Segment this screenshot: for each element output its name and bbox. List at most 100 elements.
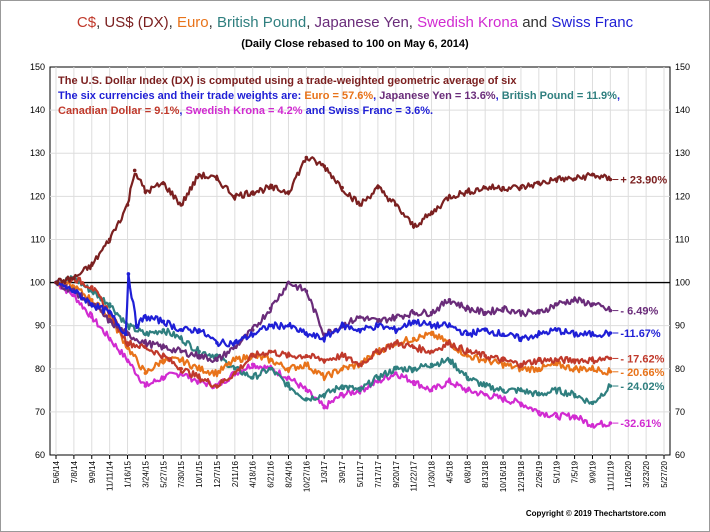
data-point — [393, 203, 398, 207]
data-point — [143, 315, 148, 319]
x-tick-label: 6/8/18 — [463, 460, 472, 483]
annotation-line: The six currencies and their trade weigh… — [58, 90, 620, 102]
data-point — [519, 185, 523, 190]
data-point — [429, 349, 434, 354]
data-point — [340, 354, 344, 358]
annotation-run: Japanese Yen = 13.6% — [379, 90, 496, 102]
y-tick-label-left: 60 — [35, 450, 45, 460]
data-point — [89, 315, 94, 319]
x-tick-label: 1/16/20 — [624, 460, 633, 487]
annotation-run: , — [617, 90, 620, 102]
data-point — [233, 341, 237, 345]
data-point — [143, 332, 148, 337]
data-point — [572, 392, 577, 397]
annotation-run: , — [179, 105, 185, 117]
data-point — [393, 341, 398, 345]
data-point — [286, 366, 291, 371]
y-tick-label-left: 70 — [35, 407, 45, 417]
data-point — [304, 289, 309, 293]
data-point — [376, 379, 380, 384]
y-tick-label-right: 150 — [675, 62, 690, 72]
data-point — [608, 369, 613, 374]
data-point — [215, 341, 219, 345]
x-tick-label: 7/30/15 — [177, 460, 186, 487]
data-point — [429, 362, 434, 367]
data-point — [161, 354, 166, 358]
x-tick-label: 10/27/16 — [302, 460, 311, 492]
data-point — [393, 371, 398, 375]
data-point — [89, 263, 94, 268]
data-point — [89, 285, 94, 289]
series-line — [55, 275, 611, 389]
x-tick-label: 6/21/16 — [267, 460, 276, 487]
data-point — [125, 358, 130, 362]
series-line — [55, 272, 612, 348]
data-point — [537, 358, 541, 362]
y-tick-label-left: 120 — [30, 191, 45, 201]
data-point — [268, 323, 273, 328]
data-point — [590, 358, 595, 362]
x-tick-label: 8/24/16 — [284, 460, 293, 487]
annotation-run: The U.S. Dollar Index (DX) is computed u… — [58, 75, 517, 87]
data-point — [483, 310, 487, 315]
data-point — [286, 384, 291, 388]
final-label-us-dx: + 23.90% — [620, 175, 667, 187]
data-point — [123, 332, 128, 337]
data-point — [465, 349, 470, 354]
data-point — [322, 392, 327, 397]
data-point — [322, 405, 327, 410]
data-point — [215, 177, 219, 181]
data-point — [554, 328, 559, 332]
data-point — [233, 366, 237, 371]
annotation-run: Swiss Franc = 3.6%. — [328, 105, 433, 117]
x-tick-label: 8/13/18 — [481, 460, 490, 487]
data-point — [250, 328, 255, 332]
series-line — [55, 156, 612, 286]
data-point — [143, 341, 148, 345]
data-point — [286, 354, 291, 358]
data-point — [376, 349, 380, 354]
x-tick-label: 4/5/18 — [445, 460, 454, 483]
data-point — [358, 328, 362, 332]
data-point — [537, 366, 541, 371]
y-axis-left: 60 70 80 90 100 110 120 130 140 150 — [30, 62, 45, 460]
x-tick-label: 10/16/18 — [499, 460, 508, 492]
data-point — [143, 384, 148, 388]
data-point — [519, 310, 523, 315]
x-tick-label: 10/1/15 — [195, 460, 204, 487]
annotation-text: The U.S. Dollar Index (DX) is computed u… — [58, 75, 620, 117]
data-point — [537, 310, 541, 315]
data-point — [322, 164, 327, 168]
x-tick-label: 9/20/17 — [392, 460, 401, 487]
data-point — [268, 185, 273, 190]
data-point — [197, 172, 201, 177]
data-point — [107, 302, 112, 306]
data-point — [125, 341, 130, 345]
title-part: Japanese Yen — [315, 14, 409, 31]
data-point — [376, 185, 380, 190]
data-point — [572, 358, 577, 362]
chart-title: C$, US$ (DX), Euro, British Pound, Japan… — [77, 14, 634, 31]
data-point — [447, 323, 452, 328]
data-point — [501, 185, 505, 190]
annotation-line: Canadian Dollar = 9.1%, Swedish Krona = … — [58, 105, 433, 117]
y-tick-label-right: 140 — [675, 105, 690, 115]
y-tick-label-right: 100 — [675, 278, 690, 288]
annotation-run: The six currencies and their trade weigh… — [58, 90, 304, 102]
data-point — [161, 345, 166, 350]
title-part: C$ — [77, 14, 97, 31]
y-tick-label-right: 70 — [675, 407, 685, 417]
y-tick-label-right: 110 — [675, 234, 689, 244]
data-point — [554, 358, 559, 362]
data-point — [286, 375, 291, 380]
data-point — [501, 388, 505, 393]
data-point — [483, 354, 487, 358]
data-point — [572, 298, 577, 302]
x-tick-label: 5/1/19 — [553, 460, 562, 483]
final-label-c: - 17.62% — [620, 353, 664, 365]
data-point — [72, 289, 76, 293]
y-tick-label-right: 130 — [675, 148, 690, 158]
title-part: , — [306, 14, 314, 31]
data-point — [197, 354, 201, 358]
copyright-text: Copyright © 2019 Thechartstore.com — [526, 509, 666, 518]
